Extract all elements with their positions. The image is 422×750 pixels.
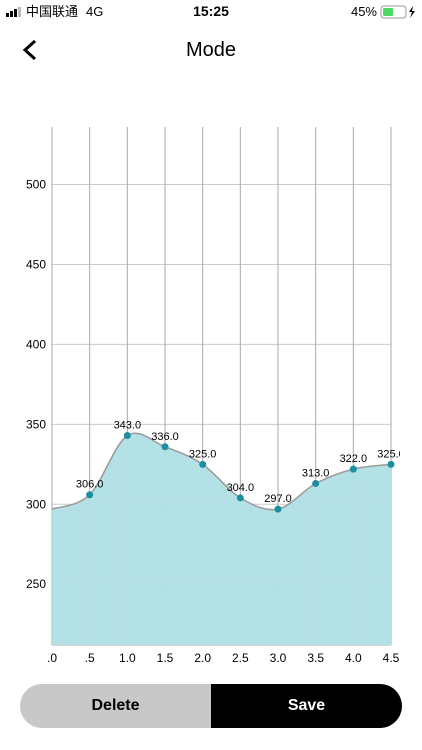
- x-tick-label: 3.0: [270, 651, 287, 665]
- y-tick-label: 300: [26, 497, 46, 511]
- y-tick-label: 350: [26, 417, 46, 431]
- y-tick-label: 500: [26, 178, 46, 192]
- y-tick-label: 450: [26, 257, 46, 271]
- point: [312, 480, 320, 488]
- chart: 250 300 350 400 450 500 .0 .5 1.0 1.5 2.0 2.5 3.0 3.5…: [26, 127, 405, 665]
- value-label: 304.0: [227, 482, 255, 494]
- y-tick-label: 250: [26, 577, 46, 591]
- point: [161, 443, 169, 451]
- value-label: 297.0: [264, 493, 292, 505]
- point: [349, 465, 357, 473]
- point: [236, 494, 244, 502]
- point: [387, 460, 395, 468]
- x-tick-label: .5: [85, 651, 95, 665]
- y-tick-label: 400: [26, 337, 46, 351]
- save-button[interactable]: Save: [211, 684, 402, 728]
- point: [86, 491, 94, 499]
- x-tick-label: 4.0: [345, 651, 362, 665]
- value-label: 306.0: [76, 479, 104, 491]
- point: [199, 460, 207, 468]
- clock: 15:25: [193, 3, 229, 19]
- value-label: 322.0: [340, 453, 368, 465]
- x-tick-label: 2.5: [232, 651, 249, 665]
- network: 4G: [86, 4, 103, 19]
- x-tick-label: 2.0: [194, 651, 211, 665]
- x-tick-label: .0: [47, 651, 57, 665]
- back-button[interactable]: [22, 39, 37, 61]
- signal-icon: [6, 7, 21, 17]
- page-title: Mode: [186, 39, 236, 61]
- x-tick-label: 1.0: [119, 651, 136, 665]
- x-tick-label: 3.5: [307, 651, 324, 665]
- value-label: 343.0: [114, 420, 142, 432]
- line: [51, 432, 392, 511]
- value-label: 313.0: [302, 468, 330, 480]
- delete-button[interactable]: Delete: [20, 684, 211, 728]
- x-tick-label: 1.5: [157, 651, 174, 665]
- area: [52, 433, 391, 645]
- value-label: 325.0: [189, 448, 217, 460]
- value-label: 336.0: [151, 431, 179, 443]
- x-tick-label: 4.5: [383, 651, 400, 665]
- carrier: 中国联通: [26, 4, 78, 19]
- point: [123, 432, 131, 440]
- point: [274, 505, 282, 513]
- battery-level: 45%: [351, 4, 377, 19]
- battery-icon: [380, 5, 415, 19]
- value-label: 325.0: [377, 448, 405, 460]
